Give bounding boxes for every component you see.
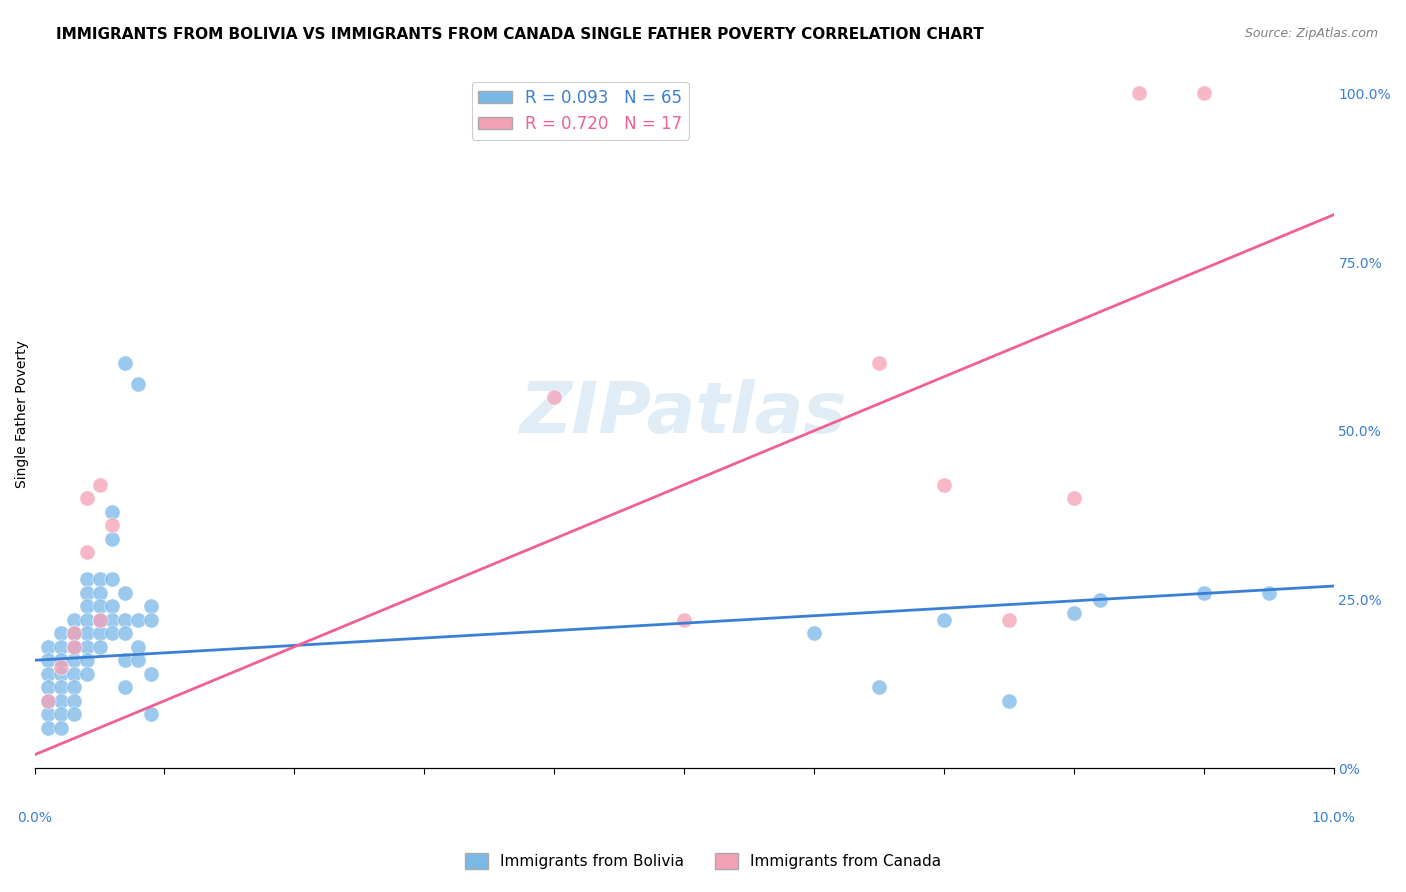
Point — [141, 613, 163, 627]
Point — [76, 640, 98, 654]
Point — [49, 666, 72, 681]
Point — [62, 653, 84, 667]
Point — [37, 721, 59, 735]
Point — [127, 653, 149, 667]
Point — [49, 707, 72, 722]
Point — [997, 694, 1019, 708]
Point — [101, 532, 124, 546]
Point — [49, 653, 72, 667]
Point — [932, 613, 955, 627]
Legend: Immigrants from Bolivia, Immigrants from Canada: Immigrants from Bolivia, Immigrants from… — [458, 847, 948, 875]
Point — [803, 626, 825, 640]
Point — [141, 707, 163, 722]
Point — [127, 640, 149, 654]
Text: IMMIGRANTS FROM BOLIVIA VS IMMIGRANTS FROM CANADA SINGLE FATHER POVERTY CORRELAT: IMMIGRANTS FROM BOLIVIA VS IMMIGRANTS FR… — [56, 27, 984, 42]
Point — [114, 653, 136, 667]
Point — [127, 376, 149, 391]
Point — [37, 640, 59, 654]
Point — [49, 626, 72, 640]
Point — [673, 613, 696, 627]
Point — [101, 626, 124, 640]
Text: 10.0%: 10.0% — [1312, 811, 1355, 825]
Point — [1063, 606, 1085, 620]
Point — [1192, 87, 1215, 101]
Point — [1063, 491, 1085, 506]
Point — [76, 653, 98, 667]
Point — [89, 586, 111, 600]
Point — [868, 356, 890, 370]
Point — [37, 653, 59, 667]
Point — [76, 586, 98, 600]
Point — [76, 666, 98, 681]
Point — [89, 572, 111, 586]
Point — [62, 640, 84, 654]
Point — [1257, 586, 1279, 600]
Point — [62, 613, 84, 627]
Point — [76, 545, 98, 559]
Y-axis label: Single Father Poverty: Single Father Poverty — [15, 340, 30, 488]
Point — [89, 599, 111, 614]
Point — [543, 390, 565, 404]
Point — [49, 640, 72, 654]
Point — [49, 660, 72, 674]
Point — [62, 640, 84, 654]
Point — [76, 626, 98, 640]
Text: Source: ZipAtlas.com: Source: ZipAtlas.com — [1244, 27, 1378, 40]
Point — [62, 680, 84, 694]
Point — [114, 680, 136, 694]
Point — [89, 640, 111, 654]
Point — [101, 599, 124, 614]
Point — [62, 626, 84, 640]
Point — [37, 707, 59, 722]
Point — [76, 599, 98, 614]
Point — [1088, 592, 1111, 607]
Point — [49, 694, 72, 708]
Point — [868, 680, 890, 694]
Point — [62, 626, 84, 640]
Legend: R = 0.093   N = 65, R = 0.720   N = 17: R = 0.093 N = 65, R = 0.720 N = 17 — [471, 82, 689, 140]
Point — [101, 613, 124, 627]
Point — [76, 613, 98, 627]
Point — [76, 491, 98, 506]
Point — [101, 572, 124, 586]
Point — [89, 626, 111, 640]
Point — [37, 694, 59, 708]
Point — [62, 694, 84, 708]
Point — [141, 599, 163, 614]
Point — [62, 707, 84, 722]
Point — [127, 613, 149, 627]
Point — [114, 356, 136, 370]
Point — [101, 518, 124, 533]
Point — [997, 613, 1019, 627]
Point — [89, 477, 111, 491]
Text: 0.0%: 0.0% — [17, 811, 52, 825]
Point — [932, 477, 955, 491]
Point — [37, 666, 59, 681]
Point — [1192, 586, 1215, 600]
Point — [114, 613, 136, 627]
Text: ZIPatlas: ZIPatlas — [520, 379, 848, 449]
Point — [49, 721, 72, 735]
Point — [1128, 87, 1150, 101]
Point — [76, 572, 98, 586]
Point — [37, 680, 59, 694]
Point — [62, 666, 84, 681]
Point — [141, 666, 163, 681]
Point — [114, 586, 136, 600]
Point — [89, 613, 111, 627]
Point — [37, 694, 59, 708]
Point — [114, 626, 136, 640]
Point — [89, 613, 111, 627]
Point — [101, 505, 124, 519]
Point — [49, 680, 72, 694]
